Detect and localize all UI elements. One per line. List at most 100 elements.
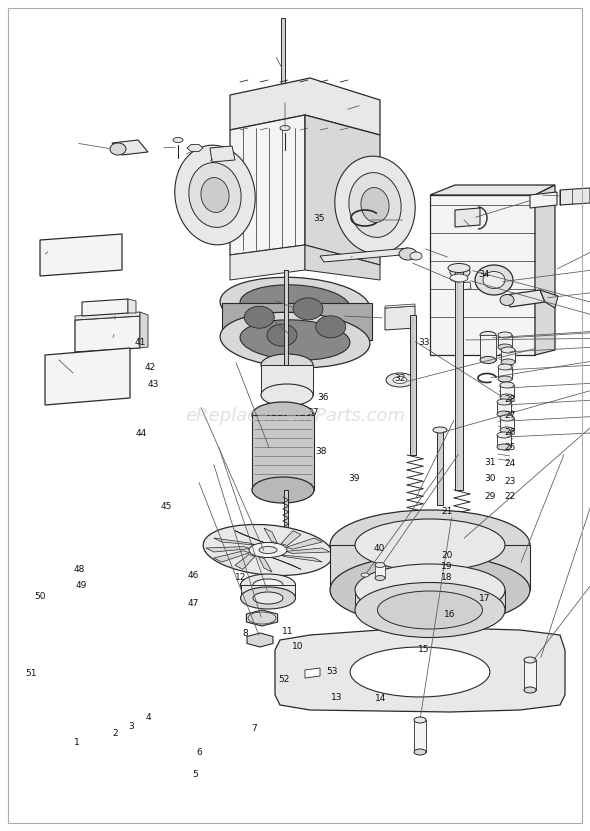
Polygon shape <box>385 304 415 308</box>
Text: 32: 32 <box>394 374 406 382</box>
Text: 14: 14 <box>375 694 386 702</box>
Ellipse shape <box>500 415 514 421</box>
Ellipse shape <box>433 427 447 433</box>
Ellipse shape <box>252 477 314 503</box>
Polygon shape <box>230 245 305 280</box>
Ellipse shape <box>241 574 296 596</box>
Polygon shape <box>75 316 140 352</box>
Text: 5: 5 <box>192 770 198 779</box>
Text: 13: 13 <box>330 693 342 701</box>
Polygon shape <box>414 720 426 752</box>
Ellipse shape <box>500 294 514 306</box>
Text: 36: 36 <box>317 393 329 401</box>
Text: 34: 34 <box>478 270 490 278</box>
Ellipse shape <box>497 432 511 438</box>
Text: 17: 17 <box>479 594 491 602</box>
Ellipse shape <box>501 347 515 353</box>
Polygon shape <box>480 335 496 360</box>
Polygon shape <box>281 531 301 546</box>
Ellipse shape <box>497 399 511 405</box>
Ellipse shape <box>259 547 277 553</box>
Polygon shape <box>40 234 122 276</box>
Polygon shape <box>275 628 565 712</box>
Ellipse shape <box>386 373 414 387</box>
Ellipse shape <box>355 564 505 616</box>
Polygon shape <box>500 418 514 430</box>
Polygon shape <box>82 299 128 316</box>
Ellipse shape <box>498 332 512 338</box>
Text: 16: 16 <box>444 611 455 619</box>
Polygon shape <box>214 538 256 545</box>
Ellipse shape <box>480 332 496 338</box>
Polygon shape <box>247 633 273 647</box>
Text: 48: 48 <box>74 565 86 573</box>
Ellipse shape <box>253 592 283 604</box>
Polygon shape <box>230 115 305 255</box>
Polygon shape <box>214 551 250 562</box>
Polygon shape <box>230 78 380 135</box>
Ellipse shape <box>399 248 417 260</box>
Polygon shape <box>458 282 471 290</box>
Polygon shape <box>241 585 295 598</box>
Polygon shape <box>281 18 285 125</box>
Polygon shape <box>455 270 463 490</box>
Ellipse shape <box>175 145 255 245</box>
Polygon shape <box>140 312 148 348</box>
Ellipse shape <box>410 252 422 260</box>
Polygon shape <box>497 435 511 447</box>
Polygon shape <box>235 554 255 569</box>
Polygon shape <box>270 557 301 569</box>
Text: eReplacementParts.com: eReplacementParts.com <box>185 407 405 425</box>
Ellipse shape <box>500 394 514 400</box>
Text: 7: 7 <box>251 725 257 733</box>
Text: 15: 15 <box>418 646 430 654</box>
Polygon shape <box>206 547 250 552</box>
Text: 29: 29 <box>484 493 496 501</box>
Text: 10: 10 <box>292 642 304 651</box>
Text: 22: 22 <box>504 493 516 501</box>
Ellipse shape <box>189 163 241 228</box>
Polygon shape <box>560 188 590 205</box>
Text: 46: 46 <box>187 571 199 579</box>
Ellipse shape <box>498 344 512 350</box>
Ellipse shape <box>375 576 385 581</box>
Polygon shape <box>505 290 545 307</box>
Ellipse shape <box>450 266 470 278</box>
Polygon shape <box>280 555 322 562</box>
Ellipse shape <box>330 555 530 625</box>
Text: 40: 40 <box>373 544 385 553</box>
Ellipse shape <box>110 143 126 155</box>
Polygon shape <box>497 402 511 414</box>
Polygon shape <box>45 348 130 405</box>
Ellipse shape <box>349 173 401 238</box>
Polygon shape <box>128 299 136 313</box>
Text: 33: 33 <box>418 338 430 347</box>
Text: 35: 35 <box>313 214 324 223</box>
Ellipse shape <box>220 278 370 332</box>
Ellipse shape <box>375 563 385 568</box>
Ellipse shape <box>201 178 229 213</box>
Polygon shape <box>222 303 372 340</box>
Polygon shape <box>305 668 320 678</box>
Polygon shape <box>112 140 148 155</box>
Polygon shape <box>235 531 266 543</box>
Polygon shape <box>375 565 385 578</box>
Polygon shape <box>430 185 555 195</box>
Text: 53: 53 <box>326 667 337 676</box>
Text: 43: 43 <box>148 381 159 389</box>
Ellipse shape <box>252 402 314 428</box>
Polygon shape <box>501 350 515 362</box>
Text: 19: 19 <box>441 563 453 571</box>
Polygon shape <box>305 115 380 265</box>
Ellipse shape <box>414 749 426 755</box>
Ellipse shape <box>173 137 183 142</box>
Ellipse shape <box>361 188 389 223</box>
Ellipse shape <box>203 524 333 576</box>
Polygon shape <box>410 315 416 455</box>
Ellipse shape <box>220 312 370 368</box>
Ellipse shape <box>497 444 511 450</box>
Ellipse shape <box>414 717 426 723</box>
Polygon shape <box>305 245 380 280</box>
Polygon shape <box>524 660 536 690</box>
Text: 8: 8 <box>242 629 248 637</box>
